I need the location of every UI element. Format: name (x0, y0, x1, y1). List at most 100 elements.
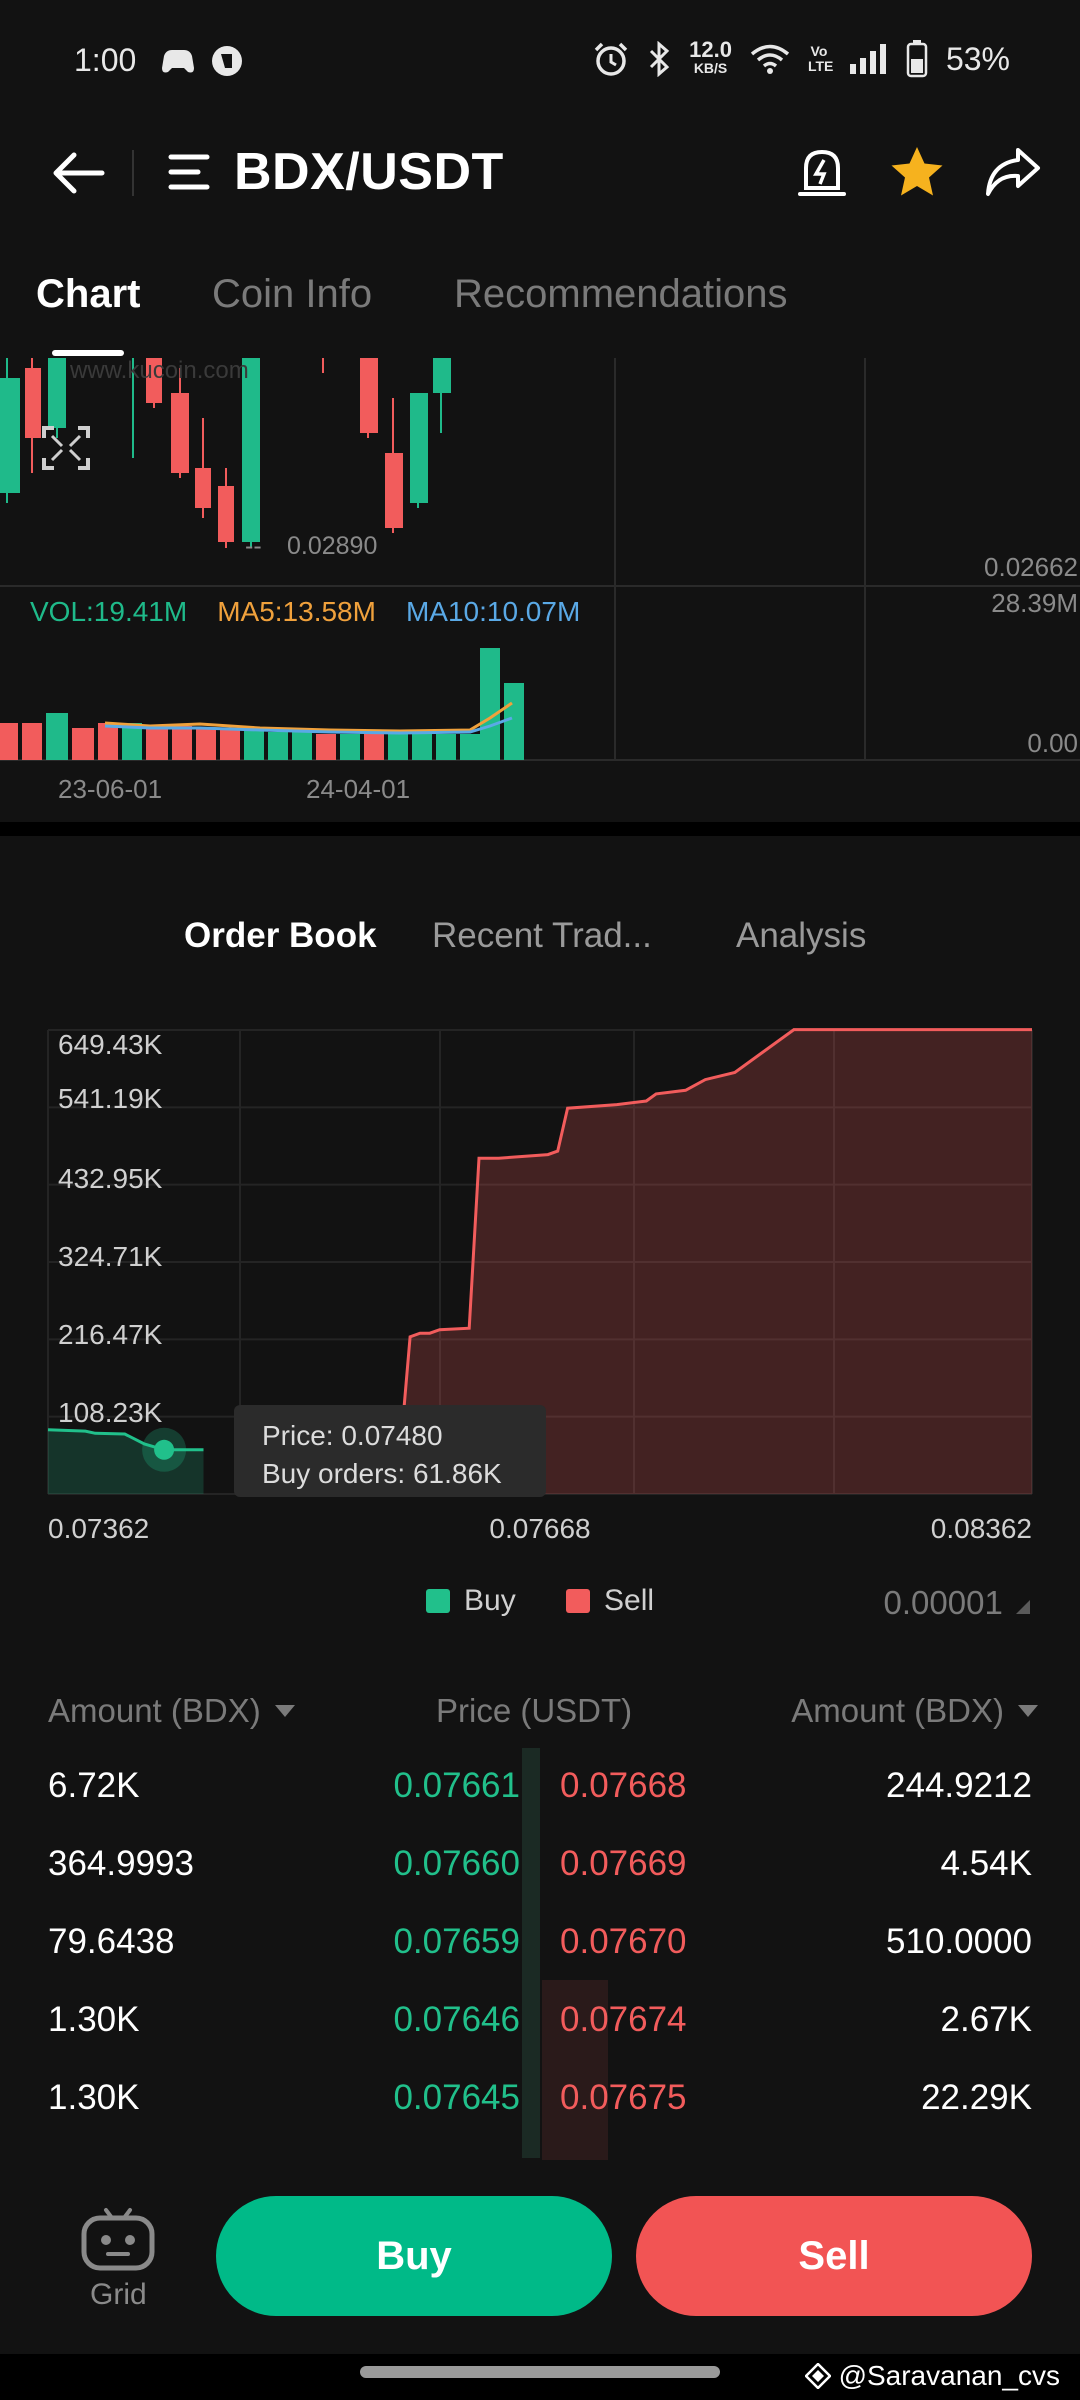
alarm-icon (594, 42, 628, 76)
legend-buy-label: Buy (464, 1584, 516, 1617)
tab-order-book[interactable]: Order Book (184, 916, 377, 955)
back-arrow-icon[interactable] (50, 148, 106, 198)
price-alert-icon[interactable] (796, 144, 848, 202)
tab-recommendations[interactable]: Recommendations (454, 272, 788, 316)
battery-icon (906, 40, 928, 78)
bluetooth-icon (650, 41, 670, 77)
ob-header-sell-amount[interactable]: Amount (BDX) (791, 1692, 1038, 1730)
cursor-dot (154, 1439, 175, 1460)
y-tick-label: 108.23K (58, 1397, 163, 1428)
depth-y-ticks: 649.43K 541.19K 432.95K 324.71K 216.47K 108.2… (58, 1029, 163, 1428)
menu-icon[interactable] (168, 152, 210, 192)
pair-title[interactable]: BDX/USDT (234, 143, 504, 201)
x-tick-label: 0.07668 (489, 1513, 590, 1540)
ob-buy-amount: 6.72K (48, 1766, 140, 1805)
exchange-watermark: www.kucoin.com (69, 358, 249, 384)
battery-percent: 53% (945, 40, 1010, 77)
ob-buy-amount: 364.9993 (48, 1844, 194, 1883)
volte-indicator: Vo LTE (807, 43, 834, 74)
ob-sell-price: 0.07675 (560, 2078, 687, 2117)
share-icon[interactable] (984, 144, 1042, 200)
home-indicator[interactable] (360, 2366, 720, 2378)
candle (0, 378, 20, 493)
tab-analysis[interactable]: Analysis (736, 916, 867, 955)
ob-sell-amount: 510.0000 (886, 1922, 1032, 1961)
ob-header-buy-amount[interactable]: Amount (BDX) (48, 1692, 295, 1730)
status-bar: 1:00 12.0 KB/S Vo LTE 53% (0, 0, 1080, 120)
header: BDX/USDT (0, 130, 1080, 220)
ob-buy-price: 0.07645 (393, 2078, 520, 2117)
legend-sell: Sell (566, 1584, 654, 1618)
buy-button[interactable]: Buy (216, 2196, 612, 2316)
buy-depth-bar (522, 1748, 540, 2158)
depth-series (47, 1028, 1033, 1496)
tab-active-underline (52, 350, 124, 356)
candle (410, 393, 428, 503)
vol-label: VOL:19.41M (30, 596, 188, 627)
sell-depth-bar (542, 1980, 608, 2160)
grid-label[interactable]: Grid (90, 2278, 147, 2311)
y-tick-label: 649.43K (58, 1029, 163, 1060)
caret-down-icon (274, 1705, 295, 1717)
candle (385, 453, 403, 528)
ma10-label: MA10:10.07M (405, 596, 581, 627)
caret-down-icon (1018, 1705, 1038, 1717)
table-row[interactable]: 1.30K 0.07645 0.07675 22.29K (0, 2060, 1080, 2138)
low-price-marker: 0.02890 (287, 532, 377, 560)
ob-header-price: Price (USDT) (436, 1692, 633, 1729)
right-price-label: 0.02662 (984, 552, 1078, 582)
net-speed: 12.0 KB/S (689, 37, 732, 77)
candle (25, 368, 41, 438)
table-row[interactable]: 79.6438 0.07659 0.07670 510.0000 (0, 1904, 1080, 1982)
candlestick-chart[interactable]: www.kucoin.com -- 0.02890 (0, 358, 1080, 823)
ob-sell-price: 0.07674 (560, 2000, 687, 2039)
legend-buy-swatch (426, 1589, 450, 1613)
low-price-marker-dashes: -- (245, 532, 262, 560)
y-tick-label: 541.19K (58, 1083, 163, 1114)
table-row[interactable]: 1.30K 0.07646 0.07674 2.67K (0, 1982, 1080, 2060)
volume-indicator-labels: VOL:19.41M MA5:13.58M MA10:10.07M (30, 596, 580, 628)
ob-sell-amount: 22.29K (921, 2078, 1032, 2117)
right-volume-max: 28.39M (991, 588, 1078, 618)
candle (360, 358, 378, 433)
app-notification-icon (212, 46, 242, 76)
grid-bot-icon[interactable] (78, 2206, 158, 2272)
sell-depth-area (349, 1029, 1033, 1494)
candle (218, 486, 234, 542)
depth-chart[interactable]: 649.43K 541.19K 432.95K 324.71K 216.47K 108.2… (0, 1020, 1080, 1540)
ob-buy-amount: 1.30K (48, 2078, 140, 2117)
header-divider (132, 150, 134, 196)
precision-value: 0.00001 (883, 1584, 1003, 1621)
x-tick-label: 0.07362 (48, 1513, 149, 1540)
tab-coin-info[interactable]: Coin Info (212, 272, 373, 316)
tooltip-price: Price: 0.07480 (262, 1420, 443, 1451)
ob-buy-price: 0.07661 (393, 1766, 520, 1805)
watermark-text: @Saravanan_cvs (838, 2360, 1060, 2391)
sell-button[interactable]: Sell (636, 2196, 1032, 2316)
precision-selector[interactable]: 0.00001 (884, 1584, 1030, 1622)
ob-buy-price: 0.07660 (393, 1844, 520, 1883)
status-right-icons: 12.0 KB/S Vo LTE 53% (593, 37, 1010, 78)
game-controller-icon (162, 50, 194, 73)
fullscreen-icon[interactable] (42, 426, 90, 470)
screenshot-watermark: @Saravanan_cvs (804, 2360, 1060, 2392)
favorite-star-icon[interactable] (888, 144, 946, 202)
depth-x-ticks: 0.07362 0.07668 0.08362 (48, 1513, 1032, 1540)
y-tick-label: 324.71K (58, 1241, 163, 1272)
section-separator (0, 822, 1080, 836)
tab-chart[interactable]: Chart (36, 272, 141, 316)
table-row[interactable]: 364.9993 0.07660 0.07669 4.54K (0, 1826, 1080, 1904)
ob-buy-amount: 79.6438 (48, 1922, 175, 1961)
ob-buy-price: 0.07646 (393, 2000, 520, 2039)
depth-tooltip: Price: 0.07480 Buy orders: 61.86K (234, 1405, 546, 1497)
legend-sell-label: Sell (604, 1584, 655, 1617)
tab-recent-trades[interactable]: Recent Trad... (432, 916, 652, 955)
candle (433, 358, 451, 393)
net-speed-unit: KB/S (693, 60, 728, 76)
ob-sell-price: 0.07669 (560, 1844, 687, 1883)
table-row[interactable]: 6.72K 0.07661 0.07668 244.9212 (0, 1748, 1080, 1826)
candles (0, 358, 451, 548)
net-speed-value: 12.0 (689, 37, 732, 62)
right-volume-min: 0.00 (1027, 728, 1078, 758)
ma10-line (104, 716, 513, 735)
